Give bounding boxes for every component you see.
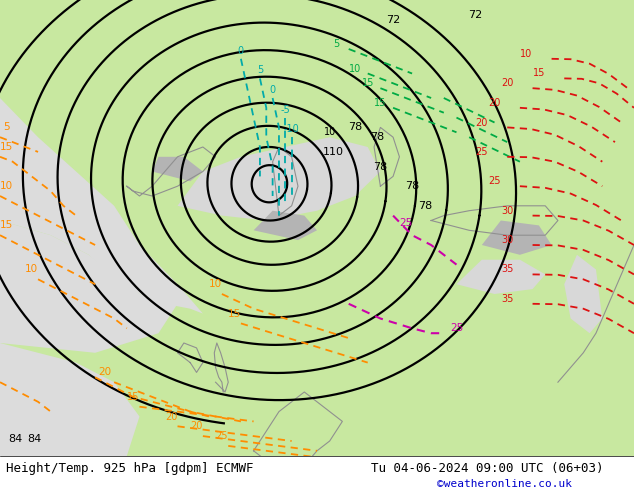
Text: 20: 20 bbox=[98, 368, 111, 377]
Text: 10: 10 bbox=[209, 279, 222, 289]
Text: Tu 04-06-2024 09:00 UTC (06+03): Tu 04-06-2024 09:00 UTC (06+03) bbox=[371, 463, 604, 475]
Text: 0: 0 bbox=[269, 85, 276, 95]
Text: 0: 0 bbox=[238, 46, 244, 56]
Text: 15: 15 bbox=[533, 69, 545, 78]
Text: 30: 30 bbox=[501, 206, 514, 216]
Text: 10: 10 bbox=[349, 64, 361, 74]
Polygon shape bbox=[152, 157, 203, 181]
Text: 10: 10 bbox=[25, 265, 38, 274]
Text: 72: 72 bbox=[386, 15, 400, 24]
Polygon shape bbox=[564, 255, 602, 333]
Text: 15: 15 bbox=[374, 98, 387, 108]
Text: 72: 72 bbox=[469, 10, 482, 20]
Text: 5: 5 bbox=[3, 122, 10, 132]
Text: 25: 25 bbox=[216, 431, 228, 441]
Text: 35: 35 bbox=[501, 294, 514, 304]
Text: 20: 20 bbox=[501, 78, 514, 88]
Text: ©weatheronline.co.uk: ©weatheronline.co.uk bbox=[437, 479, 573, 489]
Text: 5: 5 bbox=[257, 65, 263, 75]
Text: 10: 10 bbox=[323, 127, 336, 137]
Text: Height/Temp. 925 hPa [gdpm] ECMWF: Height/Temp. 925 hPa [gdpm] ECMWF bbox=[6, 463, 254, 475]
Text: 10: 10 bbox=[0, 181, 13, 191]
Polygon shape bbox=[0, 343, 139, 456]
Text: 78: 78 bbox=[348, 122, 362, 132]
Text: 25: 25 bbox=[488, 176, 501, 186]
Text: 20: 20 bbox=[488, 98, 501, 108]
Text: 10: 10 bbox=[520, 49, 533, 59]
Text: 20: 20 bbox=[476, 118, 488, 127]
Text: 25: 25 bbox=[476, 147, 488, 157]
Polygon shape bbox=[0, 0, 203, 314]
Text: 78: 78 bbox=[418, 201, 432, 211]
Text: 20: 20 bbox=[165, 412, 178, 421]
Polygon shape bbox=[0, 0, 634, 456]
Text: 78: 78 bbox=[373, 162, 387, 172]
Text: 84: 84 bbox=[9, 434, 23, 443]
Text: 15: 15 bbox=[361, 78, 374, 88]
Text: 78: 78 bbox=[405, 181, 419, 191]
Polygon shape bbox=[456, 260, 545, 294]
Text: 15: 15 bbox=[127, 392, 139, 402]
Text: 25: 25 bbox=[450, 323, 463, 333]
Polygon shape bbox=[178, 137, 380, 220]
Text: 84: 84 bbox=[28, 434, 42, 443]
Text: 35: 35 bbox=[501, 265, 514, 274]
Bar bbox=[0, 456, 634, 490]
Text: 25: 25 bbox=[399, 218, 412, 228]
Text: 15: 15 bbox=[0, 142, 13, 152]
Text: -5: -5 bbox=[280, 104, 290, 115]
Text: 15: 15 bbox=[0, 220, 13, 230]
Polygon shape bbox=[482, 220, 552, 255]
Polygon shape bbox=[254, 211, 317, 240]
Text: -10: -10 bbox=[284, 124, 299, 134]
Text: 110: 110 bbox=[322, 147, 344, 157]
Text: 78: 78 bbox=[370, 132, 384, 142]
Polygon shape bbox=[0, 220, 178, 353]
Text: 20: 20 bbox=[190, 421, 203, 431]
Text: 30: 30 bbox=[501, 235, 514, 245]
Text: 15: 15 bbox=[228, 309, 241, 318]
Text: 5: 5 bbox=[333, 39, 339, 49]
